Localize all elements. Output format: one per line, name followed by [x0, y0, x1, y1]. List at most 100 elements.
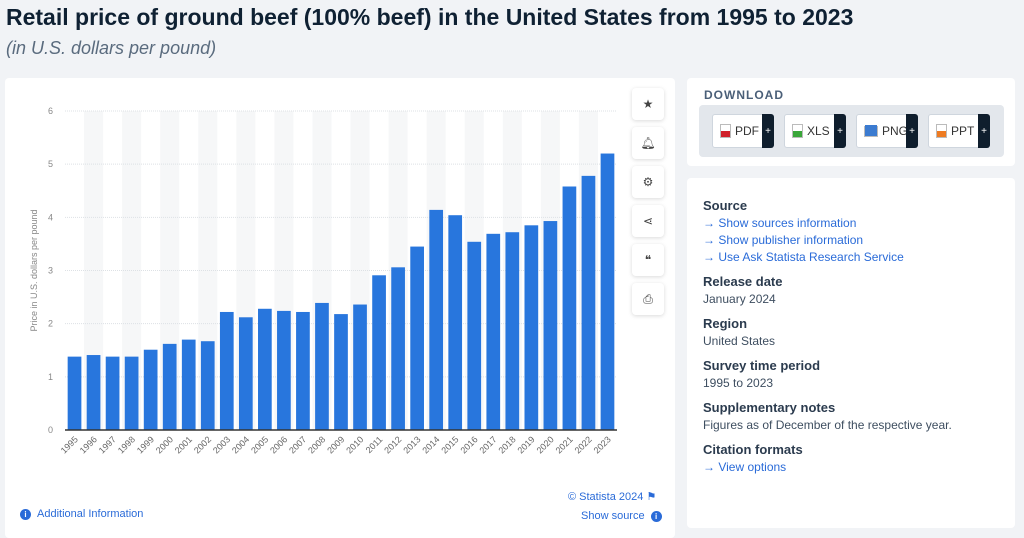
info-icon: i	[20, 508, 31, 520]
flag-icon: ⚑	[646, 491, 657, 503]
plus-icon[interactable]: +	[978, 114, 990, 148]
x-tick-label: 2004	[230, 434, 251, 455]
info-icon: i	[650, 510, 662, 522]
download-png-button[interactable]: PNG +	[856, 114, 918, 148]
bar-2001	[181, 339, 196, 430]
share-icon[interactable]: ⋖	[632, 205, 664, 237]
bar-2012	[391, 267, 405, 430]
bar-2009	[334, 314, 348, 430]
bar-2005	[258, 308, 272, 430]
x-tick-label: 2010	[344, 434, 365, 455]
bar-2017	[486, 233, 501, 430]
download-pdf-button[interactable]: PDF +	[712, 114, 774, 148]
bar-chart: 0123456199519961997199819992000200120022…	[29, 106, 617, 456]
x-tick-label: 2002	[192, 434, 213, 455]
x-tick-label: 2005	[249, 434, 270, 455]
bar-2000	[162, 343, 177, 430]
show-sources-link[interactable]: Show sources information	[703, 216, 999, 230]
x-tick-label: 2018	[496, 434, 517, 455]
ppt-label: PPT	[951, 124, 975, 138]
bar-2019	[524, 225, 539, 430]
bar-1996	[86, 355, 101, 430]
bar-2004	[238, 317, 253, 430]
x-tick-label: 2021	[554, 434, 575, 455]
y-tick-label: 6	[48, 106, 53, 116]
pdf-label: PDF	[735, 124, 759, 138]
plus-icon[interactable]: +	[906, 114, 918, 148]
gear-icon[interactable]: ⚙	[632, 166, 664, 198]
bar-2015	[448, 215, 463, 430]
x-tick-label: 2006	[268, 434, 289, 455]
y-axis-label: Price in U.S. dollars per pound	[29, 209, 39, 331]
additional-information-link[interactable]: i Additional Information	[20, 508, 143, 520]
y-tick-label: 1	[48, 372, 53, 382]
download-panel: DOWNLOAD PDF + XLS + PNG + PPT +	[687, 78, 1015, 166]
download-ppt-button[interactable]: PPT +	[928, 114, 990, 148]
x-tick-label: 2017	[477, 434, 498, 455]
bar-2014	[429, 209, 444, 430]
xls-label: XLS	[807, 124, 830, 138]
x-tick-label: 2011	[364, 434, 385, 455]
bar-2006	[277, 310, 291, 430]
statista-credit[interactable]: © Statista 2024 ⚑	[568, 490, 656, 503]
plus-icon[interactable]: +	[834, 114, 846, 148]
ask-statista-link[interactable]: Use Ask Statista Research Service	[703, 250, 999, 264]
region: United States	[703, 334, 776, 348]
bell-icon[interactable]: 🔔︎	[632, 127, 664, 159]
x-tick-label: 2013	[401, 434, 422, 455]
bar-2013	[410, 246, 424, 430]
x-tick-label: 2003	[211, 434, 232, 455]
survey-period: 1995 to 2023	[703, 376, 774, 390]
bar-2021	[562, 186, 577, 430]
region-heading: Region	[703, 316, 748, 331]
chart-card: 0 1 2 3 4 5 6 1995 1996 1997 1998 1999 2000 2001 2002 2…	[5, 78, 675, 538]
view-options-link[interactable]: View options	[703, 460, 999, 474]
pdf-file-icon	[720, 124, 731, 138]
x-tick-label: 2012	[382, 434, 403, 455]
star-icon[interactable]: ★	[632, 88, 664, 120]
release-date-heading: Release date	[703, 274, 783, 289]
chart-subtitle: (in U.S. dollars per pound)	[6, 38, 217, 58]
y-tick-label: 3	[48, 266, 53, 276]
credit-text: © Statista 2024	[568, 491, 644, 503]
download-title: DOWNLOAD	[704, 88, 784, 102]
x-tick-label: 2022	[573, 434, 594, 455]
x-tick-label: 2007	[287, 434, 308, 455]
show-publisher-link[interactable]: Show publisher information	[703, 233, 999, 247]
bar-1997	[105, 356, 120, 430]
x-tick-label: 1998	[116, 434, 137, 455]
x-tick-label: 2020	[535, 434, 556, 455]
citation-heading: Citation formats	[703, 442, 803, 457]
show-source-label: Show source	[581, 510, 645, 522]
show-source-link[interactable]: Show source i	[581, 510, 662, 522]
bar-2018	[505, 232, 520, 430]
x-tick-label: 1996	[78, 434, 99, 455]
x-tick-label: 2001	[173, 434, 194, 455]
x-tick-label: 2009	[325, 434, 346, 455]
bar-2007	[296, 311, 310, 430]
x-tick-label: 2016	[458, 434, 479, 455]
bar-1995	[67, 356, 82, 430]
bar-2003	[219, 311, 234, 430]
print-icon[interactable]: ⎙	[632, 283, 664, 315]
bar-2023	[600, 153, 615, 430]
quote-icon[interactable]: ❝	[632, 244, 664, 276]
x-tick-label: 2019	[516, 434, 537, 455]
bar-2010	[353, 304, 367, 430]
x-tick-label: 2014	[420, 434, 441, 455]
ppt-file-icon	[936, 124, 947, 138]
bar-2020	[543, 221, 558, 430]
png-file-icon	[864, 124, 878, 137]
xls-file-icon	[792, 124, 803, 138]
y-tick-label: 5	[48, 159, 53, 169]
survey-period-heading: Survey time period	[703, 358, 821, 373]
bar-2002	[200, 341, 215, 430]
x-tick-label: 2000	[154, 434, 175, 455]
release-date: January 2024	[703, 292, 776, 306]
x-tick-label: 1997	[97, 434, 118, 455]
source-heading: Source	[703, 198, 748, 213]
bar-2022	[581, 175, 596, 430]
chart-title: Retail price of ground beef (100% beef) …	[6, 4, 854, 30]
download-xls-button[interactable]: XLS +	[784, 114, 846, 148]
plus-icon[interactable]: +	[762, 114, 774, 148]
